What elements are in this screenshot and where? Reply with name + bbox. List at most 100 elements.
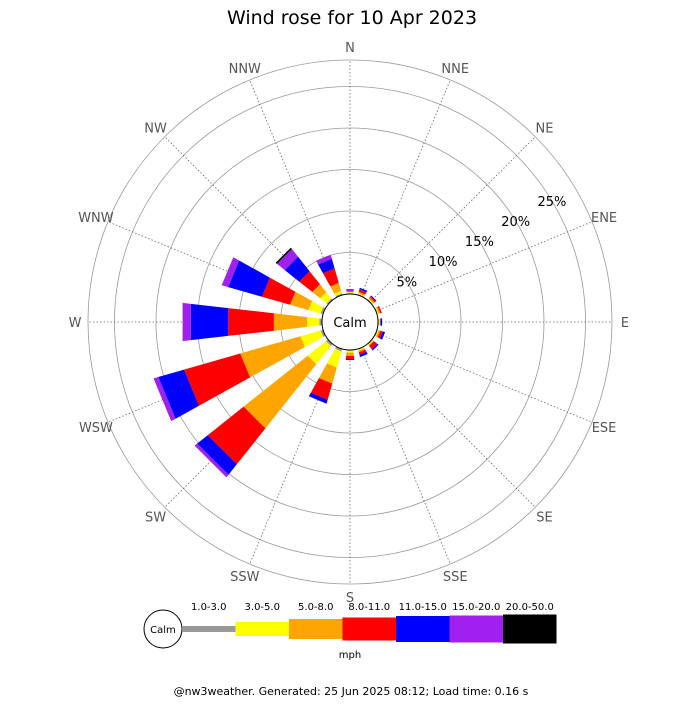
bar-nw-bin-2 <box>320 292 332 304</box>
direction-labels: N NNE NE ENE E ESE SE SSE S SSW SW WSW W WNW NW NNW <box>69 41 630 606</box>
radial-tick-labels: 5% 10% 15% 20% 25% <box>396 195 566 290</box>
bar-n-bin-2 <box>346 292 354 294</box>
bar-ne-bin-2 <box>368 298 374 304</box>
legend-label-7: 20.0-50.0 <box>506 602 554 613</box>
bar-ese-bin-3 <box>376 330 381 338</box>
bar-s-bin-3 <box>346 352 354 356</box>
bar-wnw-bin-2 <box>308 301 324 314</box>
bar-nw-bin-3 <box>312 284 327 299</box>
radial-tick-25: 25% <box>538 195 567 210</box>
bar-wnw-bin-3 <box>290 291 313 311</box>
bar-wsw-bin-6 <box>153 377 176 422</box>
legend-label-4: 8.0-11.0 <box>348 602 390 613</box>
direction-label-ene: ENE <box>591 211 617 226</box>
bar-e-bin-5 <box>380 318 383 326</box>
direction-label-ne: NE <box>535 122 553 137</box>
legend-units: mph <box>339 650 361 661</box>
bar-nnw-bin-1 <box>335 293 343 298</box>
bar-s-bin-2 <box>346 350 354 353</box>
bar-ssw-bin-3 <box>318 363 337 384</box>
bar-se-bin-2 <box>368 340 374 346</box>
bar-w-bin-4 <box>228 308 274 336</box>
bar-ese-bin-5 <box>379 331 386 340</box>
bar-s-bin-4 <box>345 355 355 360</box>
bar-sw-bin-4 <box>207 406 266 465</box>
legend-swatch-5 <box>396 616 450 642</box>
bar-wnw-bin-1 <box>320 307 326 315</box>
ring-outer <box>87 59 613 585</box>
legend-label-1: 1.0-3.0 <box>191 602 226 613</box>
spoke-ese <box>375 332 593 423</box>
bar-sw-bin-3 <box>243 355 317 429</box>
bar-w-bin-2 <box>307 317 320 327</box>
bar-ssw-bin-5 <box>308 392 328 404</box>
bar-wsw-bin-2 <box>300 330 324 347</box>
bar-ene-bin-4 <box>377 305 382 314</box>
bar-sse-bin-2 <box>358 347 365 351</box>
chart-title: Wind rose for 10 Apr 2023 <box>227 7 477 29</box>
direction-label-nw: NW <box>144 122 167 137</box>
spoke-ne <box>369 136 536 303</box>
bar-ssw-bin-2 <box>327 348 342 368</box>
bar-ene-bin-3 <box>376 306 381 314</box>
direction-label-ese: ESE <box>592 421 617 436</box>
direction-label-w: W <box>69 316 82 331</box>
bar-n-bin-3 <box>346 291 354 293</box>
bar-nw-bin-1 <box>326 298 333 305</box>
bar-sse-bin-4 <box>358 349 367 355</box>
bar-wsw-bin-5 <box>158 369 199 419</box>
bar-nw-bin-4 <box>299 271 320 292</box>
bar-nne-bin-3 <box>358 291 366 296</box>
radial-tick-15: 15% <box>465 235 494 250</box>
direction-label-wsw: WSW <box>79 421 113 436</box>
bar-ne-bin-5 <box>370 295 377 302</box>
bar-nnw-bin-2 <box>334 290 342 296</box>
bar-sw-bin-2 <box>307 341 331 365</box>
bar-w-bin-6 <box>182 302 191 342</box>
direction-label-s: S <box>346 591 354 606</box>
bar-nnw-bin-6 <box>316 254 332 265</box>
spoke-se <box>369 341 536 508</box>
direction-label-nnw: NNW <box>229 62 261 77</box>
legend-label-5: 11.0-15.0 <box>399 602 447 613</box>
bar-ne-bin-3 <box>368 297 375 304</box>
bar-nne-bin-5 <box>359 287 368 293</box>
bar-se-bin-5 <box>371 343 379 351</box>
legend-swatch-2 <box>235 622 289 636</box>
speed-legend: Calm 1.0-3.0 3.0-5.0 5.0-8.0 8.0-11.0 11.0-15… <box>143 602 557 649</box>
bar-se-bin-4 <box>369 341 378 350</box>
bar-wsw-bin-4 <box>184 353 251 406</box>
bar-nnw-bin-4 <box>323 268 339 287</box>
direction-label-n: N <box>345 41 355 56</box>
bar-ese-bin-2 <box>375 330 379 337</box>
direction-label-se: SE <box>536 510 552 525</box>
bar-wsw-bin-3 <box>240 336 305 378</box>
bar-ssw-bin-4 <box>310 378 333 400</box>
bar-w-bin-3 <box>273 313 308 331</box>
legend-calm-label: Calm <box>150 625 176 636</box>
calm-label: Calm <box>333 316 366 331</box>
legend-swatch-6 <box>449 615 503 643</box>
calm-circle-shape <box>321 293 379 351</box>
bar-sw-bin-6 <box>194 443 229 478</box>
direction-label-nne: NNE <box>441 62 469 77</box>
bar-w-bin-1 <box>319 318 322 326</box>
bar-wnw-bin-4 <box>261 277 296 305</box>
bar-se-bin-3 <box>368 340 374 346</box>
legend-swatch-1 <box>182 626 236 632</box>
bar-wnw-bin-6 <box>221 257 240 288</box>
bar-ese-bin-4 <box>377 330 383 339</box>
bar-ne-bin-4 <box>369 296 376 303</box>
legend-label-6: 15.0-20.0 <box>452 602 500 613</box>
bar-nw-bin-5 <box>284 256 310 282</box>
radial-tick-10: 10% <box>429 255 458 270</box>
bar-n-bin-6 <box>346 289 354 292</box>
direction-label-sse: SSE <box>443 570 468 585</box>
bar-sse-bin-5 <box>359 351 368 358</box>
frequency-bars <box>153 247 386 478</box>
bar-nw-bin-6 <box>277 249 299 271</box>
legend-swatch-4 <box>342 617 396 641</box>
radial-tick-20: 20% <box>501 215 530 230</box>
spoke-nne <box>360 79 451 297</box>
